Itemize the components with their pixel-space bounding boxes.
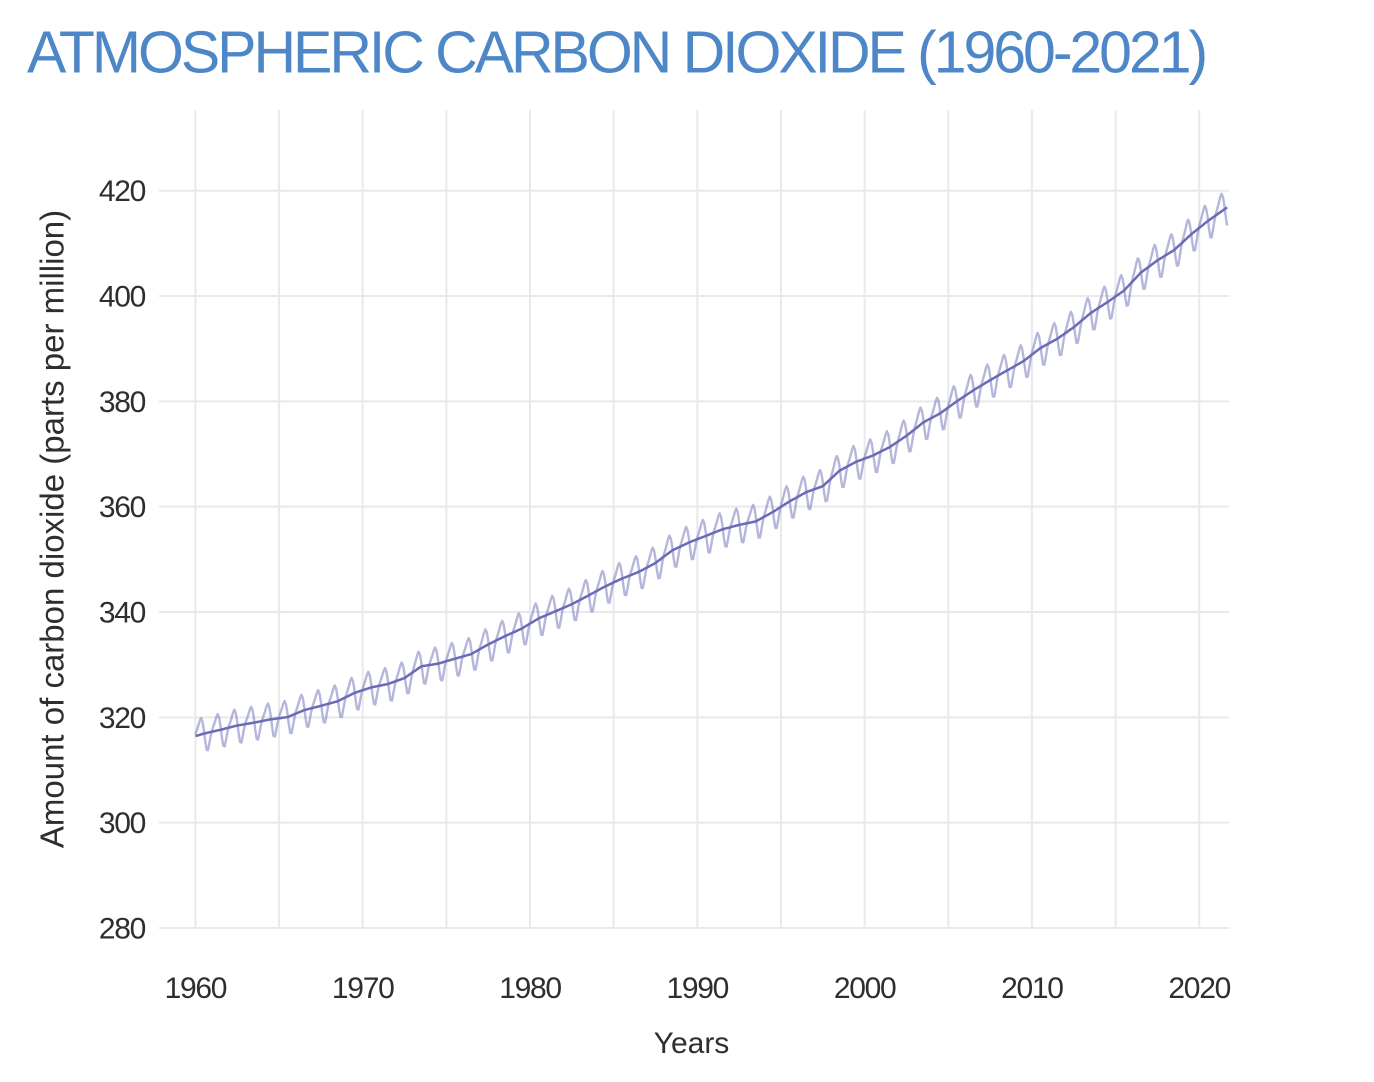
svg-text:2000: 2000 — [834, 972, 896, 1005]
svg-text:420: 420 — [99, 175, 146, 208]
svg-text:400: 400 — [99, 281, 146, 314]
svg-text:2020: 2020 — [1168, 972, 1230, 1005]
svg-text:1960: 1960 — [165, 972, 227, 1005]
svg-text:340: 340 — [99, 597, 146, 630]
svg-text:280: 280 — [99, 913, 146, 946]
svg-text:ATMOSPHERIC CARBON DIOXIDE (19: ATMOSPHERIC CARBON DIOXIDE (1960-2021) — [27, 20, 1205, 86]
svg-text:300: 300 — [99, 807, 146, 840]
svg-text:Amount of carbon dioxide (part: Amount of carbon dioxide (parts per mill… — [34, 210, 71, 848]
svg-text:1990: 1990 — [667, 972, 729, 1005]
svg-text:360: 360 — [99, 491, 146, 524]
svg-text:380: 380 — [99, 386, 146, 419]
svg-text:1970: 1970 — [332, 972, 394, 1005]
svg-text:2010: 2010 — [1001, 972, 1063, 1005]
svg-text:320: 320 — [99, 702, 146, 735]
svg-text:Years: Years — [654, 1027, 730, 1060]
svg-text:1980: 1980 — [499, 972, 561, 1005]
